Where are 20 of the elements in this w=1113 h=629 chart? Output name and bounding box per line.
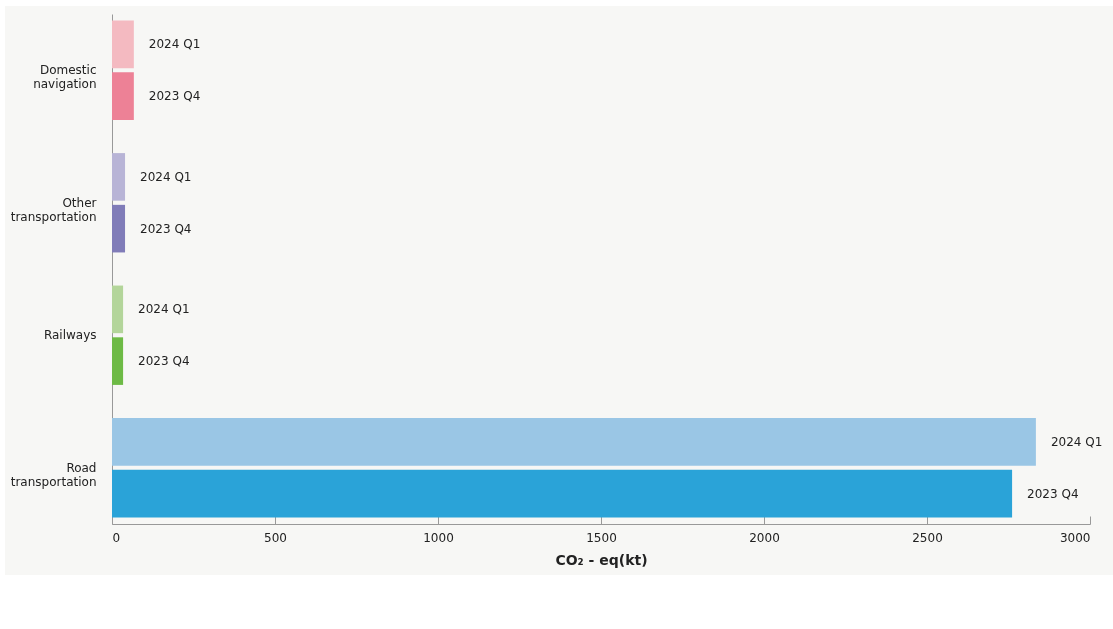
text: 2023 Q4 xyxy=(138,354,190,369)
y-tick-label: Railways xyxy=(43,328,97,343)
x-tick-label: 1000 xyxy=(423,530,454,545)
text: 2023 Q4 xyxy=(140,221,192,236)
x-tick-label: 0 xyxy=(112,530,121,545)
text: 2023 Q4 xyxy=(148,89,201,104)
y-tick-label: Domestic navigation xyxy=(33,63,97,92)
text: 2024 Q1 xyxy=(1050,434,1103,449)
y-tick-label: Other transportation xyxy=(10,195,97,224)
x-tick-label: 2000 xyxy=(749,530,780,545)
y-tick-label: Road transportation xyxy=(10,460,97,489)
text: 2024 Q1 xyxy=(138,302,190,317)
x-tick-label: 2500 xyxy=(912,530,943,545)
x-tick-label: 500 xyxy=(264,530,287,545)
series-label: 2024 Q1 xyxy=(140,169,192,184)
x-axis-title: CO₂ - eq(kt) xyxy=(555,551,648,568)
x-tick-label: 1500 xyxy=(586,530,617,545)
text: 2024 Q1 xyxy=(148,37,201,52)
series-label: 2023 Q4 xyxy=(1027,486,1079,501)
x-tick-label: 3000 xyxy=(1059,530,1091,545)
